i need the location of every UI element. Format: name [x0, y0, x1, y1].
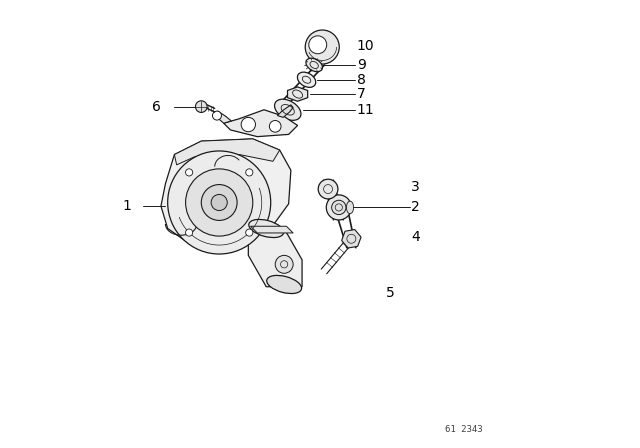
- Ellipse shape: [346, 201, 354, 214]
- Circle shape: [309, 36, 327, 54]
- Circle shape: [186, 169, 253, 236]
- Ellipse shape: [275, 99, 301, 121]
- Circle shape: [186, 169, 193, 176]
- Text: 10: 10: [356, 39, 374, 53]
- Circle shape: [326, 195, 351, 220]
- Text: 5: 5: [387, 286, 395, 300]
- Text: 2: 2: [411, 200, 420, 215]
- Polygon shape: [251, 226, 293, 233]
- Text: 6: 6: [152, 99, 161, 114]
- Polygon shape: [215, 111, 231, 123]
- Text: 61 2343: 61 2343: [445, 425, 482, 434]
- Circle shape: [305, 30, 339, 64]
- Text: 1: 1: [122, 199, 131, 213]
- Circle shape: [168, 151, 271, 254]
- Circle shape: [211, 194, 227, 211]
- Polygon shape: [278, 105, 293, 117]
- Polygon shape: [174, 139, 280, 165]
- Circle shape: [269, 121, 281, 132]
- Circle shape: [186, 229, 193, 236]
- Ellipse shape: [298, 72, 316, 87]
- Circle shape: [275, 255, 293, 273]
- Polygon shape: [161, 139, 291, 244]
- Circle shape: [246, 229, 253, 236]
- Text: 8: 8: [356, 73, 365, 87]
- Text: 11: 11: [356, 103, 374, 117]
- Text: 4: 4: [411, 229, 420, 244]
- Circle shape: [202, 185, 237, 220]
- Circle shape: [195, 101, 207, 112]
- Polygon shape: [342, 229, 361, 248]
- Circle shape: [212, 111, 221, 120]
- Circle shape: [332, 200, 346, 215]
- Ellipse shape: [306, 58, 323, 72]
- Text: 9: 9: [356, 58, 365, 72]
- Ellipse shape: [249, 220, 284, 237]
- Text: 3: 3: [411, 180, 420, 194]
- Text: 7: 7: [356, 87, 365, 101]
- Circle shape: [318, 179, 338, 199]
- Circle shape: [246, 169, 253, 176]
- Polygon shape: [287, 87, 308, 101]
- Polygon shape: [224, 110, 298, 137]
- Ellipse shape: [267, 276, 301, 293]
- Polygon shape: [248, 228, 302, 287]
- Circle shape: [241, 117, 255, 132]
